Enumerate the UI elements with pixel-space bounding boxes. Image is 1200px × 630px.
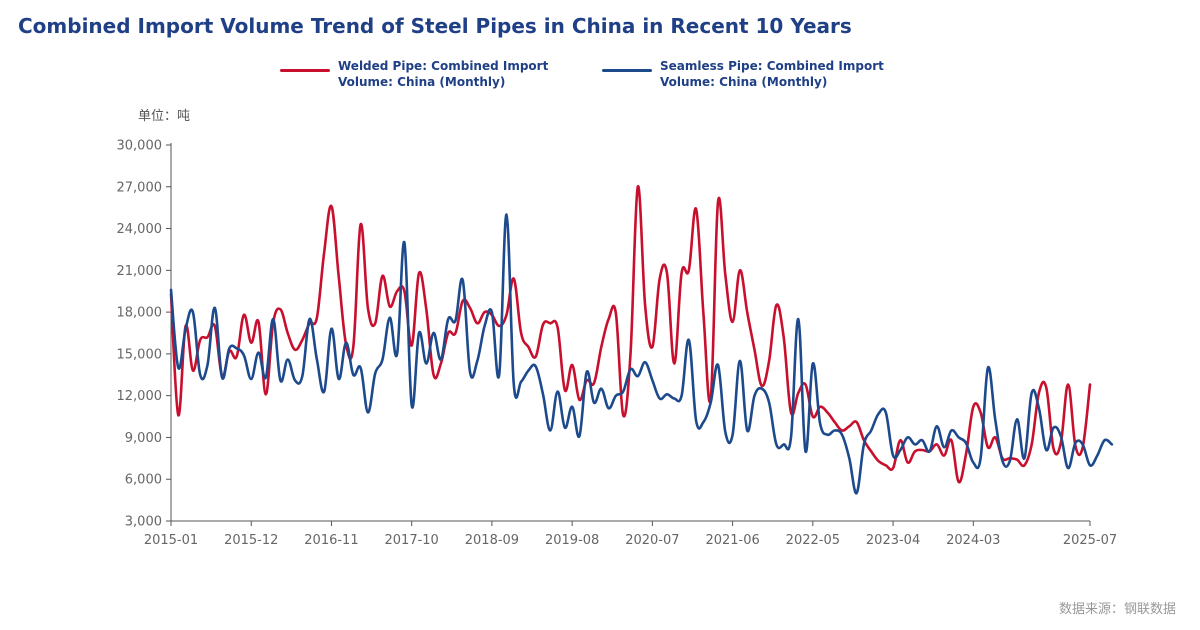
series-line-welded <box>169 185 1092 484</box>
y-tick-label: 27,000 <box>117 180 163 195</box>
legend-swatch-seamless <box>602 69 652 72</box>
x-tick-label: 2023-04 <box>866 533 920 548</box>
x-tick-label: 2019-08 <box>545 533 599 548</box>
x-tick-label: 2015-12 <box>224 533 278 548</box>
y-tick-label: 9,000 <box>125 431 162 446</box>
legend-label-welded: Welded Pipe: Combined Import Volume: Chi… <box>338 59 549 89</box>
y-tick-label: 12,000 <box>117 389 163 404</box>
x-tick-label: 2020-07 <box>625 533 679 548</box>
x-tick-label: 2024-03 <box>946 533 1000 548</box>
y-tick-label: 6,000 <box>125 473 162 488</box>
legend-item-welded[interactable]: Welded Pipe: Combined Import Volume: Chi… <box>280 58 568 90</box>
series-line-seamless <box>169 213 1114 495</box>
data-source: 数据来源：钢联数据 <box>1058 602 1176 617</box>
x-tick-label: 2016-11 <box>304 533 358 548</box>
x-tick-label: 2015-01 <box>144 533 198 548</box>
x-tick-label: 2021-06 <box>705 533 759 548</box>
y-tick-label: 21,000 <box>117 264 163 279</box>
chart-series <box>169 185 1114 495</box>
chart-title: Combined Import Volume Trend of Steel Pi… <box>18 14 852 38</box>
chart-axes: 3,000 6,000 9,000 12,000 15,000 18,000 21,000 2… <box>117 139 1118 549</box>
legend-label-seamless: Seamless Pipe: Combined Import Volume: C… <box>660 59 884 89</box>
legend-item-seamless[interactable]: Seamless Pipe: Combined Import Volume: C… <box>602 58 890 90</box>
y-tick-label: 30,000 <box>117 139 163 154</box>
y-tick-label: 24,000 <box>117 222 163 237</box>
legend-swatch-welded <box>280 69 330 72</box>
x-tick-label: 2022-05 <box>786 533 840 548</box>
x-tick-label: 2025-07 <box>1063 533 1117 548</box>
y-tick-label: 3,000 <box>125 515 162 530</box>
unit-label: 单位：吨 <box>138 109 191 124</box>
y-tick-label: 15,000 <box>117 347 163 362</box>
x-tick-label: 2017-10 <box>385 533 439 548</box>
x-tick-label: 2018-09 <box>465 533 519 548</box>
y-tick-label: 18,000 <box>117 306 163 321</box>
